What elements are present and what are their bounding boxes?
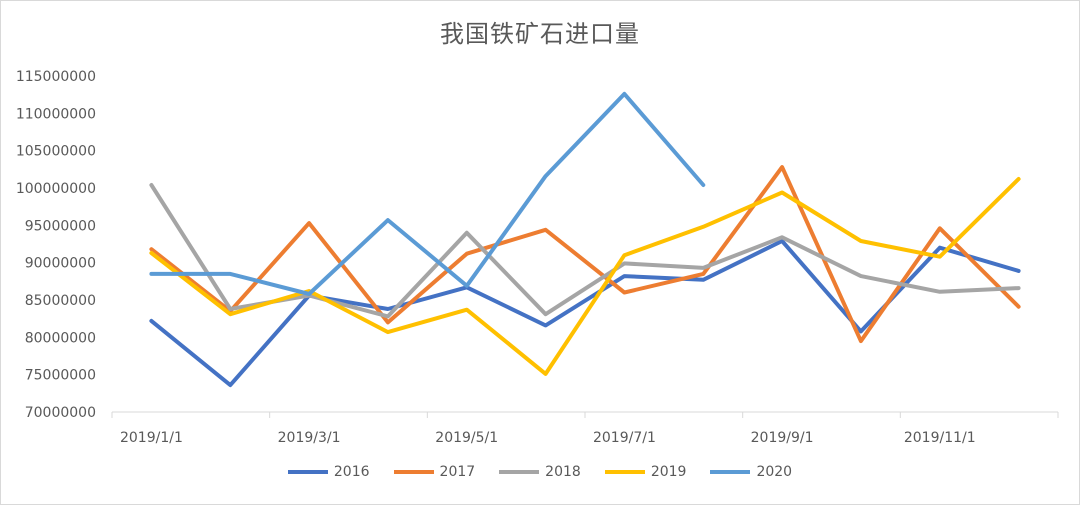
y-tick-label: 95000000 <box>25 218 96 234</box>
legend-label: 2018 <box>545 464 581 480</box>
legend-item-2018: 2018 <box>499 464 581 480</box>
chart-title: 我国铁矿石进口量 <box>440 20 640 48</box>
y-tick-label: 90000000 <box>25 256 96 272</box>
legend-item-2016: 2016 <box>287 464 370 480</box>
y-tick-label: 80000000 <box>25 330 96 346</box>
series-line-2019 <box>149 177 1021 376</box>
series-line-2016 <box>149 239 1021 388</box>
legend-swatch <box>604 470 645 474</box>
series-line-2020 <box>149 91 706 296</box>
x-tick-label: 2019/1/1 <box>120 430 183 446</box>
y-tick-label: 110000000 <box>16 106 96 122</box>
legend-swatch <box>287 470 328 474</box>
y-tick-label: 70000000 <box>25 405 96 421</box>
x-tick-label: 2019/5/1 <box>435 430 498 446</box>
legend-label: 2019 <box>650 464 687 480</box>
y-tick-label: 100000000 <box>16 181 96 197</box>
legend-item-2020: 2020 <box>710 464 792 480</box>
legend-item-2017: 2017 <box>393 464 476 480</box>
series-line-2018 <box>149 183 1021 319</box>
x-tick-label: 2019/3/1 <box>278 430 341 446</box>
y-tick-label: 105000000 <box>16 144 96 160</box>
legend-label: 2016 <box>333 464 370 480</box>
chart-legend: 2016 2017 2018 2019 2020 <box>0 464 1080 480</box>
legend-swatch <box>499 470 540 474</box>
legend-label: 2017 <box>439 464 476 480</box>
y-tick-label: 85000000 <box>25 293 96 309</box>
x-tick-label: 2019/7/1 <box>593 430 656 446</box>
series-line-2017 <box>149 165 1021 344</box>
legend-item-2019: 2019 <box>604 464 687 480</box>
legend-label: 2020 <box>756 464 793 480</box>
legend-swatch <box>710 470 751 474</box>
x-tick-label: 2019/9/1 <box>751 430 814 446</box>
legend-swatch <box>393 470 434 474</box>
x-tick-label: 2019/11/1 <box>904 430 976 446</box>
y-tick-label: 115000000 <box>16 69 96 85</box>
y-tick-label: 75000000 <box>25 368 96 384</box>
